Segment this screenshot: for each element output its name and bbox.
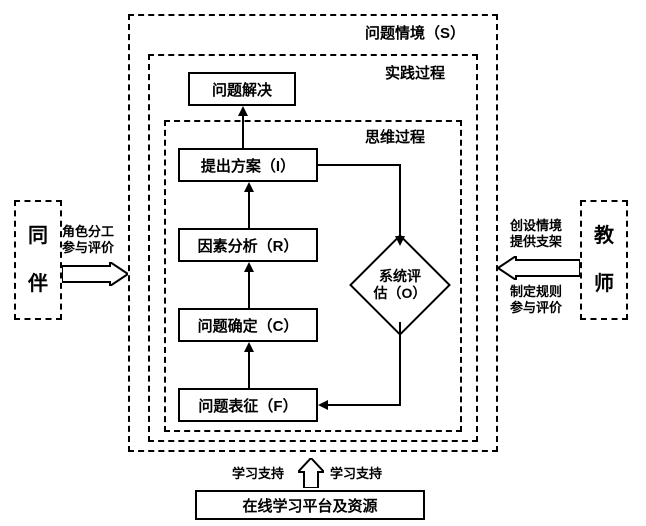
node-solve: 问题解决 xyxy=(188,72,296,106)
node-analyze-label: 因素分析（R） xyxy=(198,235,299,256)
big-arrow-up xyxy=(298,458,324,488)
node-platform: 在线学习平台及资源 xyxy=(195,490,425,520)
arrow-repr-to-define xyxy=(244,342,254,388)
anno-right-top: 创设情境 提供支架 xyxy=(510,218,562,251)
anno-right-bottom: 制定规则 参与评价 xyxy=(510,284,562,317)
node-propose: 提出方案（I） xyxy=(178,148,318,182)
big-arrow-right xyxy=(498,256,580,280)
edge-propose-to-eval xyxy=(318,160,418,260)
arrow-define-to-analyze xyxy=(244,262,254,308)
arrow-propose-to-solve xyxy=(238,106,248,148)
big-arrow-left xyxy=(62,262,128,286)
side-left-box: 同 伴 xyxy=(14,200,62,320)
side-right-box: 教 师 xyxy=(580,200,628,320)
node-repr-label: 问题表征（F） xyxy=(198,395,297,416)
node-propose-label: 提出方案（I） xyxy=(201,155,295,176)
node-define: 问题确定（C） xyxy=(178,308,318,342)
side-right-title: 教 师 xyxy=(594,212,614,308)
anno-left: 角色分工 参与评价 xyxy=(62,224,114,257)
anno-bottom-right: 学习支持 xyxy=(330,466,382,482)
node-eval-label: 系统评 估（O） xyxy=(360,268,440,302)
anno-bottom-left: 学习支持 xyxy=(232,466,284,482)
node-analyze: 因素分析（R） xyxy=(178,228,318,262)
node-platform-label: 在线学习平台及资源 xyxy=(242,495,377,516)
node-define-label: 问题确定（C） xyxy=(198,315,299,336)
frame-middle-label: 实践过程 xyxy=(360,62,470,83)
frame-inner-label: 思维过程 xyxy=(340,126,450,147)
arrow-analyze-to-propose xyxy=(244,182,254,228)
node-repr: 问题表征（F） xyxy=(178,388,318,422)
side-left-title: 同 伴 xyxy=(28,212,48,308)
frame-outer-label: 问题情境（S） xyxy=(340,22,490,43)
node-solve-label: 问题解决 xyxy=(212,79,272,100)
edge-eval-to-repr xyxy=(318,322,418,422)
